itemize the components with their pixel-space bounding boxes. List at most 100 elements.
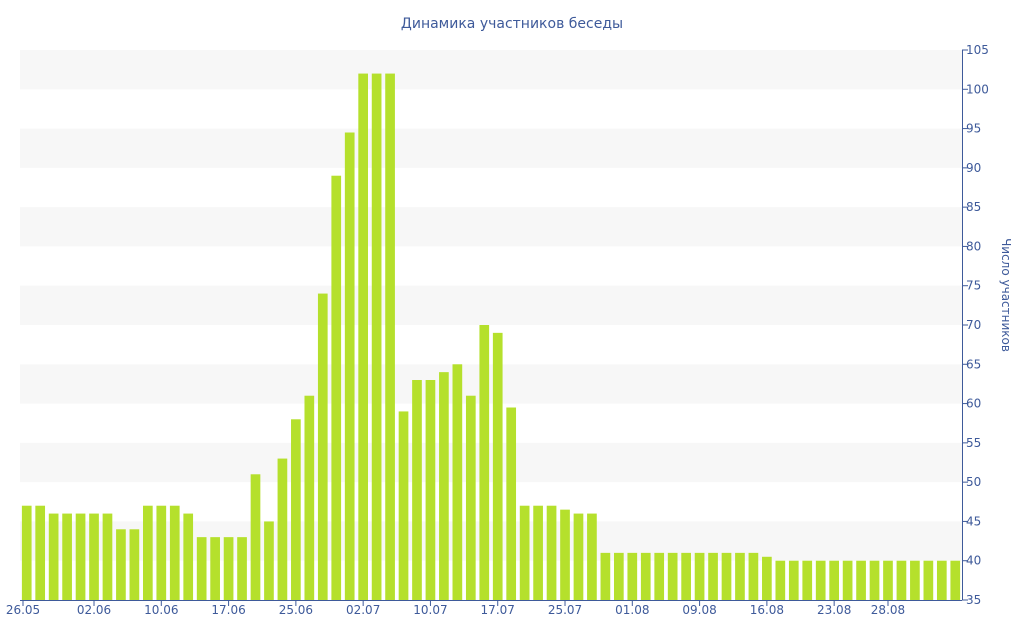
bar [196, 537, 207, 600]
bar [358, 73, 369, 601]
bar [116, 529, 126, 600]
bar [21, 505, 32, 600]
bar [533, 505, 543, 600]
y-axis-title: Число участников [999, 238, 1013, 352]
y-tick-label: 50 [966, 475, 981, 489]
y-tick-label: 95 [966, 122, 981, 136]
bar [250, 474, 261, 600]
bar [694, 552, 705, 600]
bar [708, 552, 718, 600]
bar [546, 505, 557, 600]
bar [385, 73, 395, 601]
bar [735, 552, 745, 600]
grid-band [20, 207, 962, 247]
bar [519, 505, 530, 600]
bar [654, 552, 665, 600]
chart-title: Динамика участников беседы [401, 16, 623, 32]
bar [129, 529, 140, 600]
x-tick-label: 28.08 [871, 603, 905, 617]
x-tick-label: 02.07 [346, 603, 380, 617]
bar [721, 552, 732, 600]
grid-bands [20, 50, 962, 561]
bar [412, 380, 422, 600]
bar [829, 560, 840, 600]
bar [492, 332, 503, 600]
y-tick-label: 60 [966, 397, 981, 411]
bar [923, 560, 934, 600]
bar [883, 560, 893, 600]
y-tick-label: 100 [966, 82, 989, 96]
y-axis-ticks: 35 40 45 50 55 60 65 70 75 80 85 90 95 100 105 [962, 43, 989, 607]
x-tick-label: 17.06 [211, 603, 245, 617]
bar [425, 380, 436, 600]
x-tick-label: 16.08 [750, 603, 784, 617]
grid-band [20, 50, 962, 90]
x-tick-label: 25.06 [279, 603, 313, 617]
bar [788, 560, 799, 600]
bar [317, 293, 328, 600]
bar [48, 513, 59, 600]
bar [640, 552, 651, 600]
bar [600, 552, 611, 600]
bar [291, 419, 301, 600]
bar [560, 509, 570, 600]
x-axis-ticks: 26.05 02.06 10.06 17.06 25.06 02.07 10.07 17.07… [6, 600, 905, 617]
y-tick-label: 80 [966, 239, 981, 253]
y-tick-label: 105 [966, 43, 989, 57]
bar [331, 175, 342, 600]
bar [950, 560, 961, 600]
bar [748, 552, 759, 600]
y-tick-label: 55 [966, 436, 981, 450]
y-tick-label: 35 [966, 593, 981, 607]
bar [627, 552, 638, 600]
x-tick-label: 01.08 [615, 603, 649, 617]
y-tick-label: 45 [966, 514, 981, 528]
x-tick-label: 02.06 [77, 603, 111, 617]
bar [936, 560, 947, 600]
bar [802, 560, 813, 600]
bar [75, 513, 86, 600]
bar [896, 560, 907, 600]
x-tick-label: 23.08 [817, 603, 851, 617]
bars [21, 73, 961, 601]
bar [667, 552, 678, 600]
y-tick-label: 85 [966, 200, 981, 214]
bar [762, 556, 772, 600]
y-tick-label: 70 [966, 318, 981, 332]
bar [169, 505, 180, 600]
bar [815, 560, 826, 600]
bar [371, 73, 382, 601]
bar [277, 458, 288, 600]
bar [89, 513, 99, 600]
y-tick-label: 65 [966, 357, 981, 371]
bar [102, 513, 113, 600]
bar [223, 537, 234, 600]
x-tick-label: 09.08 [682, 603, 716, 617]
y-tick-label: 90 [966, 161, 981, 175]
bar [479, 325, 490, 600]
y-tick-label: 75 [966, 279, 981, 293]
x-tick-label: 10.07 [413, 603, 447, 617]
bar [573, 513, 584, 600]
bar [237, 537, 247, 600]
bar [856, 560, 866, 600]
bar [156, 505, 167, 600]
bar [452, 364, 463, 600]
bar [35, 505, 46, 600]
bar [587, 513, 597, 600]
bar [344, 132, 355, 600]
bar [465, 395, 476, 600]
bar [613, 552, 624, 600]
bar [506, 407, 517, 600]
bar [869, 560, 880, 600]
bar [910, 560, 920, 600]
bar [775, 560, 786, 600]
grid-band [20, 442, 962, 483]
x-tick-label: 17.07 [481, 603, 515, 617]
x-tick-label: 10.06 [144, 603, 178, 617]
bar [183, 513, 194, 600]
bar [304, 395, 315, 600]
bar [210, 537, 220, 600]
bar [264, 521, 274, 600]
